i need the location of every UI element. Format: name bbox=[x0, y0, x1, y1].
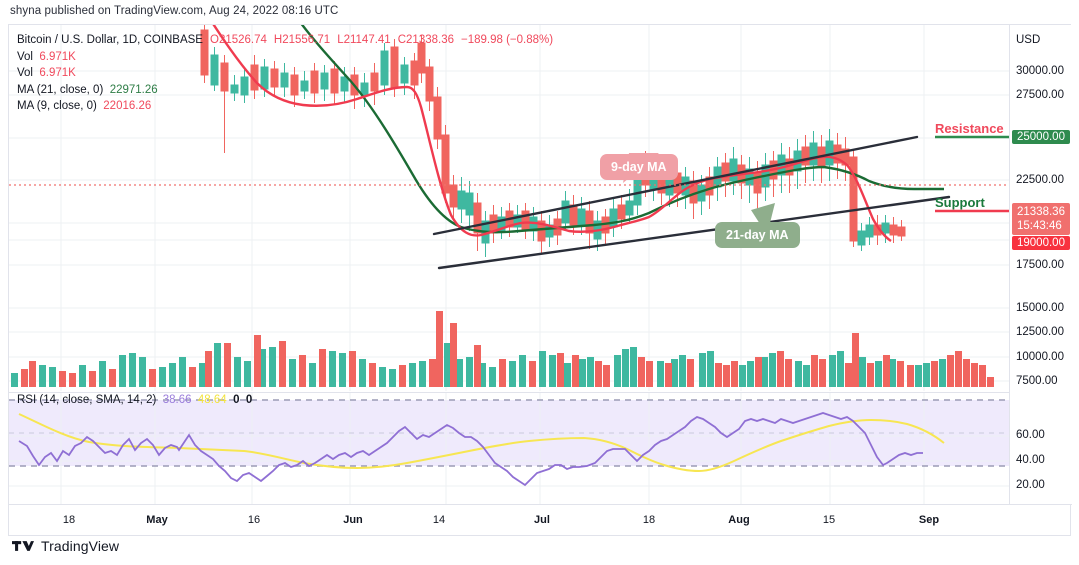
chart-frame: Bitcoin / U.S. Dollar, 1D, COINBASE O2152… bbox=[8, 24, 1072, 536]
tradingview-logo-icon bbox=[12, 541, 34, 551]
axis-tick-17500: 17500.00 bbox=[1016, 259, 1064, 271]
time-tick-9: Sep bbox=[918, 514, 940, 526]
candlestick-series bbox=[200, 25, 906, 257]
axis-tick-12500: 12500.00 bbox=[1016, 326, 1064, 338]
support-label: Support bbox=[935, 195, 985, 210]
price-axis[interactable]: USD 30000.00 27500.00 25000.00 22500.00 … bbox=[1009, 25, 1071, 504]
ma9-line bbox=[212, 25, 892, 242]
axis-tick-7500: 7500.00 bbox=[1016, 375, 1058, 387]
rsi-line bbox=[18, 412, 923, 487]
resistance-price-badge: 25000.00 bbox=[1012, 130, 1070, 144]
axis-tick-27500: 27500.00 bbox=[1016, 89, 1064, 101]
footer: TradingView bbox=[12, 538, 119, 554]
rsi-axis-tick-40: 40.00 bbox=[1016, 454, 1045, 466]
time-tick-4: 14 bbox=[432, 514, 446, 526]
publisher-line: shyna published on TradingView.com, Aug … bbox=[10, 5, 339, 17]
axis-unit-label: USD bbox=[1016, 34, 1041, 46]
axis-tick-30000: 30000.00 bbox=[1016, 65, 1064, 77]
annotation-21-day-ma[interactable]: 21-day MA bbox=[715, 222, 800, 248]
time-tick-0: 18 bbox=[62, 514, 76, 526]
price-plot bbox=[9, 25, 1009, 391]
time-tick-5: Jul bbox=[534, 514, 550, 526]
rsi-axis-tick-60: 60.00 bbox=[1016, 429, 1045, 441]
last-price-value: 21338.36 bbox=[1017, 206, 1065, 218]
rsi-axis-tick-20: 20.00 bbox=[1016, 479, 1045, 491]
support-price-badge: 19000.00 bbox=[1012, 236, 1070, 250]
lower-trendline bbox=[437, 195, 951, 270]
time-tick-7: Aug bbox=[728, 514, 750, 526]
rsi-pane[interactable]: RSI (14, close, SMA, 14, 2) 38.66 48.64 … bbox=[9, 392, 1009, 504]
axis-tick-15000: 15000.00 bbox=[1016, 302, 1064, 314]
time-tick-6: 18 bbox=[642, 514, 656, 526]
tradingview-brand: TradingView bbox=[41, 538, 120, 554]
time-tick-8: 15 bbox=[822, 514, 836, 526]
resistance-label: Resistance bbox=[935, 121, 1004, 136]
rsi-gridlines bbox=[9, 435, 1009, 487]
ma21-line bbox=[300, 25, 944, 234]
price-pane[interactable]: Bitcoin / U.S. Dollar, 1D, COINBASE O2152… bbox=[9, 25, 1009, 391]
price-vertical-gridlines bbox=[60, 25, 925, 391]
annotation-9-day-ma[interactable]: 9-day MA bbox=[600, 154, 678, 180]
rsi-band-boundaries bbox=[9, 399, 1009, 467]
time-tick-1: May bbox=[146, 514, 168, 526]
last-price-countdown: 15:43:46 bbox=[1017, 220, 1062, 232]
rsi-plot bbox=[9, 393, 1009, 504]
last-price-badge: 21338.36 15:43:46 bbox=[1012, 203, 1070, 235]
time-tick-2: 16 bbox=[247, 514, 261, 526]
volume-series bbox=[11, 311, 994, 387]
axis-tick-10000: 10000.00 bbox=[1016, 351, 1064, 363]
time-tick-3: Jun bbox=[343, 514, 363, 526]
axis-tick-22500: 22500.00 bbox=[1016, 174, 1064, 186]
rsi-sma-line bbox=[18, 413, 945, 473]
time-axis[interactable]: 18 May 16 Jun 14 Jul 18 Aug 15 Sep bbox=[9, 504, 1072, 535]
